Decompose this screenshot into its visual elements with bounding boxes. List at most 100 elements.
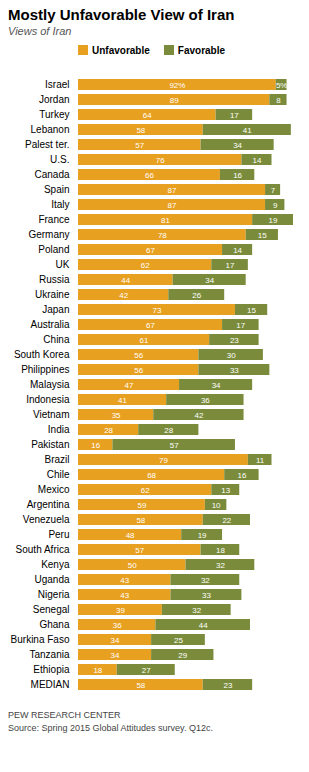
- svg-text:Jordan: Jordan: [39, 94, 70, 105]
- svg-text:13: 13: [221, 486, 230, 495]
- svg-text:Chile: Chile: [47, 469, 70, 480]
- svg-text:42: 42: [194, 411, 203, 420]
- svg-text:28: 28: [104, 426, 113, 435]
- svg-text:Turkey: Turkey: [39, 109, 69, 120]
- svg-text:67: 67: [146, 321, 155, 330]
- svg-text:26: 26: [192, 291, 201, 300]
- svg-text:25: 25: [174, 636, 183, 645]
- svg-text:18: 18: [216, 546, 225, 555]
- svg-text:34: 34: [233, 141, 242, 150]
- svg-text:58: 58: [136, 681, 145, 690]
- svg-text:56: 56: [134, 351, 143, 360]
- svg-text:34: 34: [111, 651, 120, 660]
- svg-text:7: 7: [271, 186, 276, 195]
- svg-text:16: 16: [233, 171, 242, 180]
- svg-text:50: 50: [128, 561, 137, 570]
- svg-text:68: 68: [147, 471, 156, 480]
- svg-text:Ethiopia: Ethiopia: [33, 664, 70, 675]
- svg-text:16: 16: [237, 471, 246, 480]
- svg-text:30: 30: [227, 351, 236, 360]
- svg-text:34: 34: [212, 381, 221, 390]
- svg-text:62: 62: [141, 486, 150, 495]
- svg-text:42: 42: [119, 291, 128, 300]
- svg-text:48: 48: [126, 531, 135, 540]
- svg-text:Burkina Faso: Burkina Faso: [11, 634, 70, 645]
- svg-text:89: 89: [170, 96, 179, 105]
- svg-text:41: 41: [243, 126, 252, 135]
- svg-text:Venezuela: Venezuela: [23, 514, 70, 525]
- svg-text:Palest ter.: Palest ter.: [25, 139, 69, 150]
- svg-text:57: 57: [135, 141, 144, 150]
- svg-text:58: 58: [136, 516, 145, 525]
- svg-text:Kenya: Kenya: [41, 559, 70, 570]
- svg-text:Argentina: Argentina: [27, 499, 70, 510]
- svg-text:44: 44: [121, 276, 130, 285]
- svg-text:Ghana: Ghana: [39, 619, 69, 630]
- svg-text:81: 81: [161, 216, 170, 225]
- svg-text:33: 33: [230, 366, 239, 375]
- svg-text:Pakistan: Pakistan: [31, 439, 69, 450]
- svg-text:17: 17: [230, 111, 239, 120]
- svg-text:MEDIAN: MEDIAN: [31, 679, 70, 690]
- svg-text:59: 59: [137, 501, 146, 510]
- svg-text:43: 43: [120, 576, 129, 585]
- svg-text:32: 32: [201, 576, 210, 585]
- svg-text:14: 14: [233, 246, 242, 255]
- svg-text:19: 19: [269, 216, 278, 225]
- svg-text:39: 39: [116, 606, 125, 615]
- svg-text:79: 79: [159, 456, 168, 465]
- svg-text:Uganda: Uganda: [34, 574, 69, 585]
- svg-text:36: 36: [201, 396, 210, 405]
- svg-text:87: 87: [168, 186, 177, 195]
- svg-text:57: 57: [135, 546, 144, 555]
- svg-text:China: China: [43, 334, 70, 345]
- svg-text:Brazil: Brazil: [44, 454, 69, 465]
- svg-text:34: 34: [111, 636, 120, 645]
- svg-text:56: 56: [134, 366, 143, 375]
- svg-text:16: 16: [91, 441, 100, 450]
- svg-text:64: 64: [143, 111, 152, 120]
- svg-text:36: 36: [113, 621, 122, 630]
- svg-text:Nigeria: Nigeria: [38, 589, 70, 600]
- svg-text:South Africa: South Africa: [16, 544, 70, 555]
- svg-text:Mexico: Mexico: [38, 484, 70, 495]
- svg-text:10: 10: [212, 501, 221, 510]
- svg-text:47: 47: [125, 381, 134, 390]
- svg-text:15: 15: [247, 306, 256, 315]
- svg-text:11: 11: [256, 456, 265, 465]
- svg-text:76: 76: [156, 156, 165, 165]
- svg-text:France: France: [38, 214, 70, 225]
- svg-text:44: 44: [199, 621, 208, 630]
- svg-text:62: 62: [141, 261, 150, 270]
- svg-text:43: 43: [120, 591, 129, 600]
- svg-text:Australia: Australia: [31, 319, 70, 330]
- svg-text:South Korea: South Korea: [14, 349, 70, 360]
- svg-text:Japan: Japan: [42, 304, 69, 315]
- svg-text:61: 61: [140, 336, 149, 345]
- svg-text:Poland: Poland: [38, 244, 69, 255]
- svg-text:9: 9: [273, 201, 278, 210]
- svg-text:UK: UK: [56, 259, 70, 270]
- svg-text:Senegal: Senegal: [33, 604, 70, 615]
- svg-text:Indonesia: Indonesia: [26, 394, 70, 405]
- svg-text:Canada: Canada: [34, 169, 69, 180]
- svg-text:29: 29: [178, 651, 187, 660]
- svg-text:Philippines: Philippines: [21, 364, 69, 375]
- svg-text:Israel: Israel: [45, 79, 69, 90]
- svg-text:Russia: Russia: [39, 274, 70, 285]
- svg-text:41: 41: [118, 396, 127, 405]
- svg-text:18: 18: [93, 666, 102, 675]
- svg-text:Italy: Italy: [51, 199, 69, 210]
- svg-text:U.S.: U.S.: [50, 154, 69, 165]
- svg-text:23: 23: [223, 681, 232, 690]
- svg-text:67: 67: [146, 246, 155, 255]
- svg-text:19: 19: [198, 531, 207, 540]
- svg-text:17: 17: [236, 321, 245, 330]
- svg-text:27: 27: [142, 666, 151, 675]
- svg-text:58: 58: [136, 126, 145, 135]
- svg-text:66: 66: [145, 171, 154, 180]
- svg-text:Vietnam: Vietnam: [33, 409, 70, 420]
- svg-text:32: 32: [216, 561, 225, 570]
- svg-text:India: India: [48, 424, 70, 435]
- svg-text:Tanzania: Tanzania: [29, 649, 69, 660]
